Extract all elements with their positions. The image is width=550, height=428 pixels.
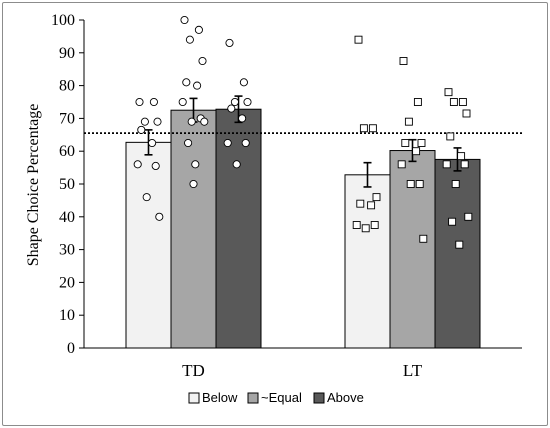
data-point	[149, 97, 158, 107]
data-point	[449, 98, 458, 106]
data-point	[359, 124, 368, 133]
bar	[434, 158, 481, 349]
legend-item: Below	[188, 390, 238, 405]
legend-label: Above	[327, 390, 364, 405]
y-tick-label: 60	[59, 143, 75, 160]
data-points	[133, 15, 473, 249]
data-point	[444, 88, 453, 97]
y-axis-ticks: 0 10 20 30 40 50 60 70 80 90 100	[51, 12, 84, 357]
error-bar	[363, 161, 372, 188]
y-tick-label: 40	[59, 209, 75, 226]
data-point	[155, 212, 164, 221]
data-point	[135, 97, 144, 107]
y-tick-label: 0	[67, 340, 75, 357]
data-point	[182, 78, 191, 87]
data-point	[189, 179, 198, 189]
data-point	[140, 117, 149, 126]
bar	[125, 141, 172, 349]
data-point	[448, 217, 457, 226]
data-point	[238, 114, 247, 123]
data-point	[368, 124, 377, 133]
data-point	[184, 138, 193, 148]
legend-item: ~Equal	[247, 390, 302, 405]
data-point	[401, 139, 410, 147]
data-point	[185, 35, 194, 44]
data-point	[415, 180, 424, 188]
data-point	[412, 147, 421, 156]
data-point	[243, 97, 252, 107]
data-point	[404, 117, 413, 126]
category-label: LT	[403, 361, 423, 380]
data-point	[464, 212, 473, 221]
data-point	[225, 38, 234, 48]
data-point	[413, 98, 422, 106]
legend-label: ~Equal	[261, 390, 302, 405]
data-point	[232, 160, 241, 169]
data-point	[370, 221, 379, 229]
data-point	[178, 97, 187, 107]
bars	[125, 108, 481, 349]
data-point	[417, 139, 426, 147]
y-tick-label: 100	[51, 12, 75, 29]
data-point	[451, 180, 460, 188]
data-point	[460, 160, 469, 169]
data-point	[354, 35, 363, 44]
data-point	[462, 109, 471, 118]
data-point	[397, 160, 406, 169]
data-point	[133, 160, 142, 169]
legend-label: Below	[202, 390, 238, 405]
data-point	[406, 180, 415, 188]
data-point	[137, 125, 146, 134]
legend-swatch	[247, 392, 259, 404]
bar	[170, 109, 217, 349]
data-point	[191, 160, 200, 169]
data-point	[399, 57, 408, 65]
y-tick-label: 80	[59, 78, 75, 95]
data-point	[356, 199, 365, 208]
data-point	[198, 56, 207, 66]
data-point	[352, 221, 361, 229]
data-point	[372, 193, 381, 202]
data-point	[227, 104, 236, 113]
legend-swatch	[188, 392, 200, 404]
legend: Below ~Equal Above	[188, 390, 364, 405]
bar	[215, 108, 262, 349]
y-tick-label: 20	[59, 274, 75, 291]
data-point	[148, 138, 157, 148]
data-point	[180, 15, 189, 25]
category-labels: TD LT	[182, 361, 423, 380]
data-point	[223, 138, 232, 148]
y-tick-label: 50	[59, 176, 75, 193]
y-tick-label: 10	[59, 307, 75, 324]
data-point	[230, 97, 239, 107]
data-point	[457, 152, 466, 161]
data-point	[142, 193, 151, 202]
data-point	[200, 117, 209, 126]
data-point	[361, 224, 370, 233]
data-point	[151, 161, 160, 171]
data-point	[455, 240, 464, 249]
data-point	[153, 117, 162, 126]
data-point	[239, 78, 248, 87]
axes	[83, 20, 522, 349]
bar	[344, 174, 391, 349]
data-point	[458, 98, 467, 106]
legend-item: Above	[313, 390, 364, 405]
data-point	[187, 117, 196, 126]
y-axis-label: Shape Choice Percentage	[25, 104, 42, 267]
legend-swatch	[313, 392, 325, 404]
data-point	[367, 201, 376, 210]
data-point	[193, 81, 202, 90]
data-point	[419, 234, 428, 243]
y-tick-label: 30	[59, 242, 75, 259]
category-label: TD	[182, 361, 205, 380]
data-point	[194, 25, 203, 34]
data-point	[442, 160, 451, 169]
y-tick-label: 70	[59, 110, 75, 127]
y-tick-label: 90	[59, 45, 75, 62]
data-point	[446, 132, 455, 141]
data-point	[241, 138, 250, 148]
